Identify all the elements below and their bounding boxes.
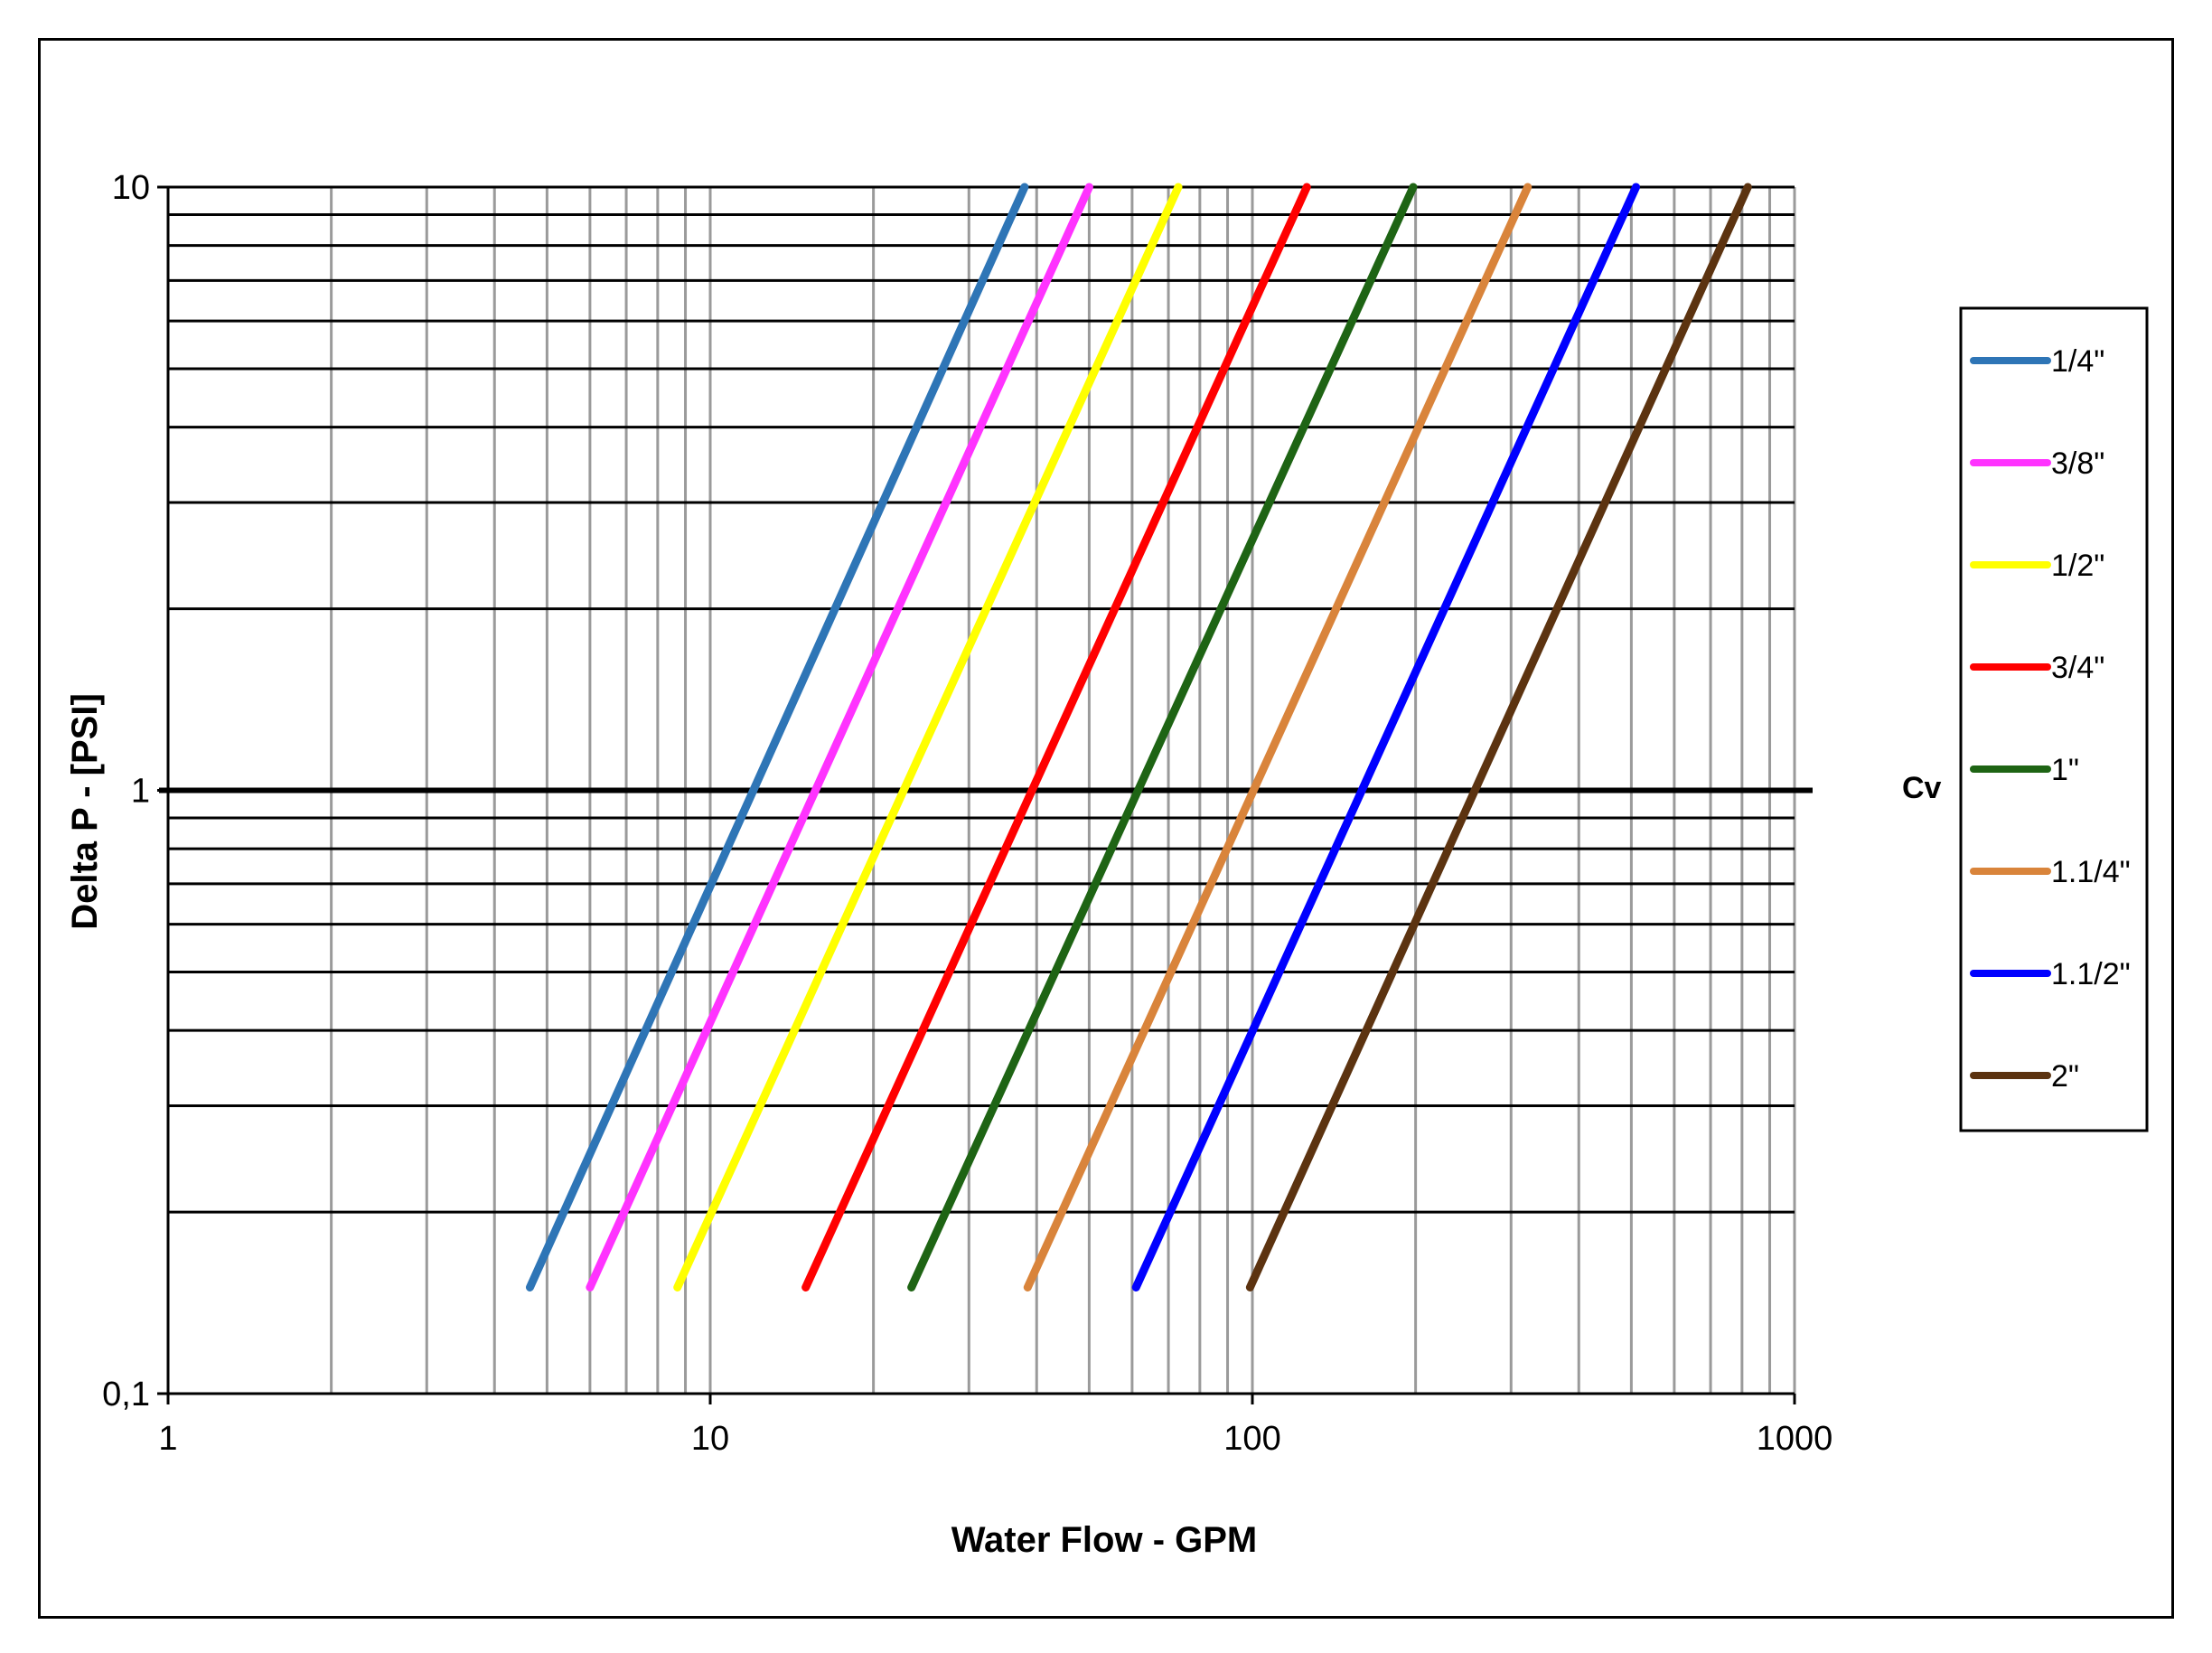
y-axis-title: Delta P - [PSI] <box>65 693 105 930</box>
series-line <box>1131 183 1641 1291</box>
legend-label: 3/8" <box>2051 446 2104 481</box>
grid-major <box>159 185 1813 1395</box>
legend: 1/4" 3/8" 1/2" 3/4" 1" 1.1/4" 1.1/2" 2" <box>1959 306 2149 1132</box>
legend-label: 1/4" <box>2051 344 2104 379</box>
chart-frame: 1 10 100 1000 0,1 1 10 Water Flow - GPM Delta … <box>38 38 2174 1619</box>
series-line <box>673 183 1183 1291</box>
cv-reference-label: Cv <box>1902 771 1942 805</box>
legend-label: 1" <box>2051 753 2079 787</box>
y-tick-label: 10 <box>112 169 150 207</box>
series-line <box>586 183 1093 1291</box>
legend-label: 1.1/2" <box>2051 957 2131 991</box>
x-tick-label: 1000 <box>1757 1420 1833 1458</box>
legend-label: 1.1/4" <box>2051 855 2131 889</box>
series-line <box>907 183 1418 1291</box>
x-axis-title: Water Flow - GPM <box>951 1520 1258 1560</box>
legend-label: 1/2" <box>2051 549 2104 583</box>
x-tick-label: 1 <box>158 1420 177 1458</box>
series-layer <box>525 183 1752 1291</box>
series-line <box>801 183 1311 1291</box>
legend-label: 3/4" <box>2051 651 2104 685</box>
y-tick-label: 1 <box>131 773 150 811</box>
x-tick-label: 10 <box>691 1420 729 1458</box>
x-tick-label: 100 <box>1223 1420 1280 1458</box>
series-line <box>1245 183 1752 1291</box>
y-tick-label: 0,1 <box>102 1376 150 1414</box>
legend-box <box>1959 306 2149 1132</box>
series-line <box>525 183 1029 1291</box>
series-line <box>1023 183 1532 1291</box>
legend-label: 2" <box>2051 1059 2079 1094</box>
